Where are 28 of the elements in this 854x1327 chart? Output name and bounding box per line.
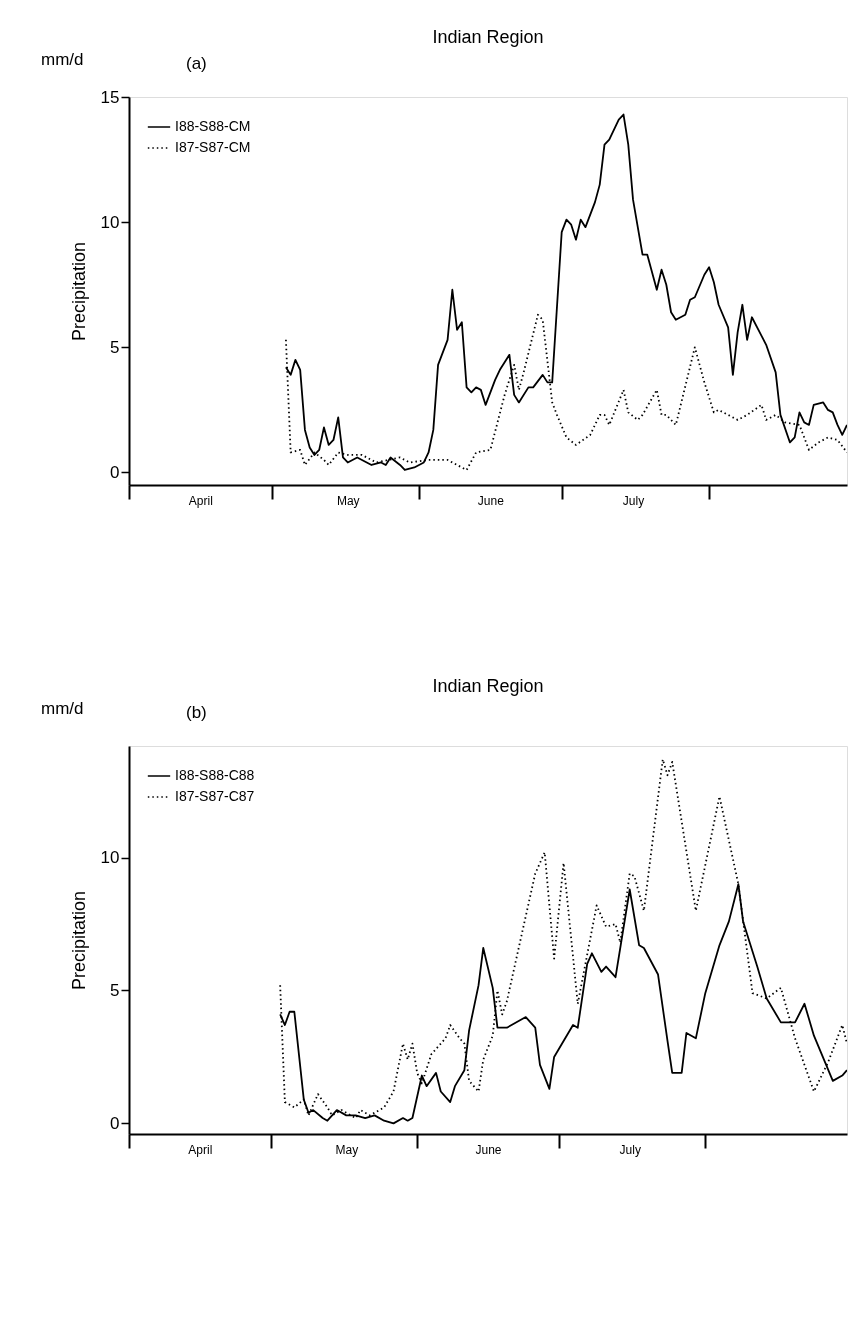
x-tick-label: July [622, 493, 645, 508]
y-tick-label: 0 [110, 1113, 120, 1133]
legend-label: I87-S87-CM [175, 139, 251, 155]
x-tick-label: July [619, 1142, 641, 1157]
x-tick-label: June [477, 493, 505, 508]
text: mm/d [41, 50, 84, 69]
y-tick-label: 15 [100, 87, 120, 107]
legend-label: I87-S87-C87 [175, 788, 255, 804]
x-tick-label: April [188, 493, 213, 508]
text: (a) [186, 54, 207, 73]
chart-title: Indian Region [432, 676, 544, 696]
y-axis-title: Precipitation [68, 890, 89, 991]
line-series [285, 113, 847, 471]
x-tick-label: April [188, 1142, 213, 1157]
y-tick-label: 5 [110, 337, 120, 357]
y-axis-title: Precipitation [68, 241, 89, 342]
text: (b) [186, 703, 207, 722]
chart-title: Indian Region [432, 27, 544, 47]
x-tick-label: May [335, 1142, 359, 1157]
x-tick-label: May [336, 493, 360, 508]
text: mm/d [41, 699, 84, 718]
y-tick-label: 5 [110, 980, 120, 1000]
y-tick-label: 0 [110, 462, 120, 482]
legend-label: I88-S88-C88 [175, 767, 255, 783]
y-tick-label: 10 [100, 848, 120, 868]
y-tick-label: 10 [100, 212, 120, 232]
x-tick-label: June [475, 1142, 502, 1157]
legend-label: I88-S88-CM [175, 118, 251, 134]
